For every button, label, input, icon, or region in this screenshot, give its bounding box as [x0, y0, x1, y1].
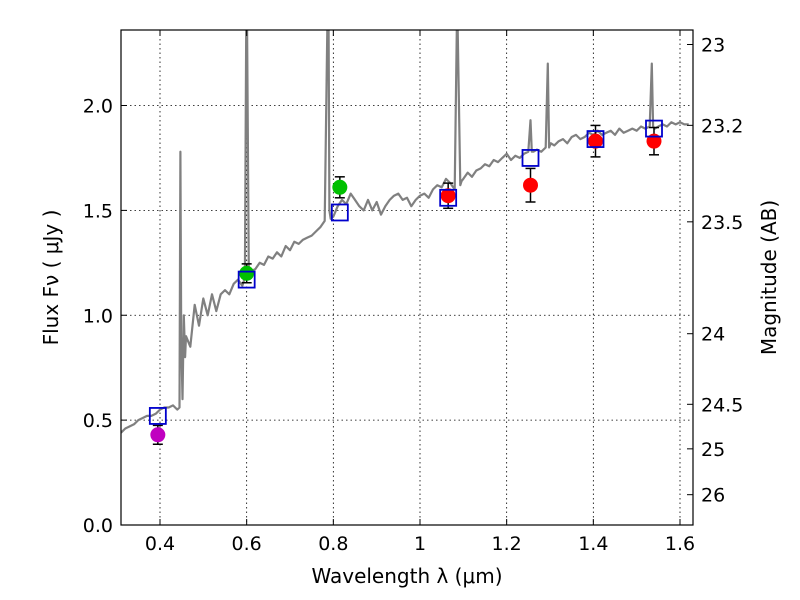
observed-point: [239, 265, 255, 281]
observed-point: [440, 188, 456, 204]
mag-tick-label: 23: [701, 35, 725, 57]
observed-point: [150, 427, 166, 443]
tick-labels: 0.4 0.6 0.8 1 1.2 1.4 1.6 0.0 0.5 1.0 1.5 2.0 23 23.2…: [83, 35, 744, 555]
y-axis-title: Flux Fν ( μJy ): [39, 210, 63, 346]
plot-frame: [120, 29, 694, 526]
mag-tick-label: 25: [701, 439, 725, 461]
template-spectrum: [121, 30, 689, 434]
x-tick-label: 1: [414, 533, 426, 555]
grid: [121, 30, 693, 526]
y-tick-label: 1.0: [83, 305, 113, 327]
x-tick-label: 0.6: [232, 533, 262, 555]
x-tick-label: 0.4: [145, 533, 175, 555]
y-tick-label: 1.5: [83, 200, 113, 222]
mag-tick-label: 24.5: [701, 394, 743, 416]
synthetic-point: [330, 203, 349, 222]
x-axis-title: Wavelength λ (μm): [311, 564, 502, 588]
x-tick-label: 1.4: [578, 533, 608, 555]
y-tick-label: 0.5: [83, 410, 113, 432]
synthetic-point: [586, 130, 605, 148]
observed-point: [332, 179, 348, 195]
x-tick-label: 1.6: [665, 533, 695, 555]
x-tick-label: 1.2: [492, 533, 522, 555]
x-tick-label: 0.8: [318, 533, 348, 555]
observed-point: [588, 133, 603, 149]
synthetic-point: [439, 188, 458, 207]
synthetic-point: [521, 149, 540, 167]
synthetic-point: [148, 407, 167, 425]
mag-tick-label: 24: [701, 324, 725, 346]
observed-point: [523, 177, 538, 193]
axis-ticks: [121, 30, 693, 526]
y-tick-label: 2.0: [83, 96, 113, 118]
mag-tick-label: 26: [701, 485, 725, 507]
y-tick-label: 0.0: [83, 515, 113, 537]
mag-tick-label: 23.5: [701, 212, 743, 234]
mag-tick-label: 23.2: [701, 115, 743, 137]
synthetic-point: [645, 119, 663, 138]
photometry-markers: [148, 119, 663, 445]
right-axis-title: Magnitude (AB): [757, 200, 781, 355]
template-spectrum-line: [121, 30, 689, 434]
synthetic-point: [237, 270, 256, 289]
